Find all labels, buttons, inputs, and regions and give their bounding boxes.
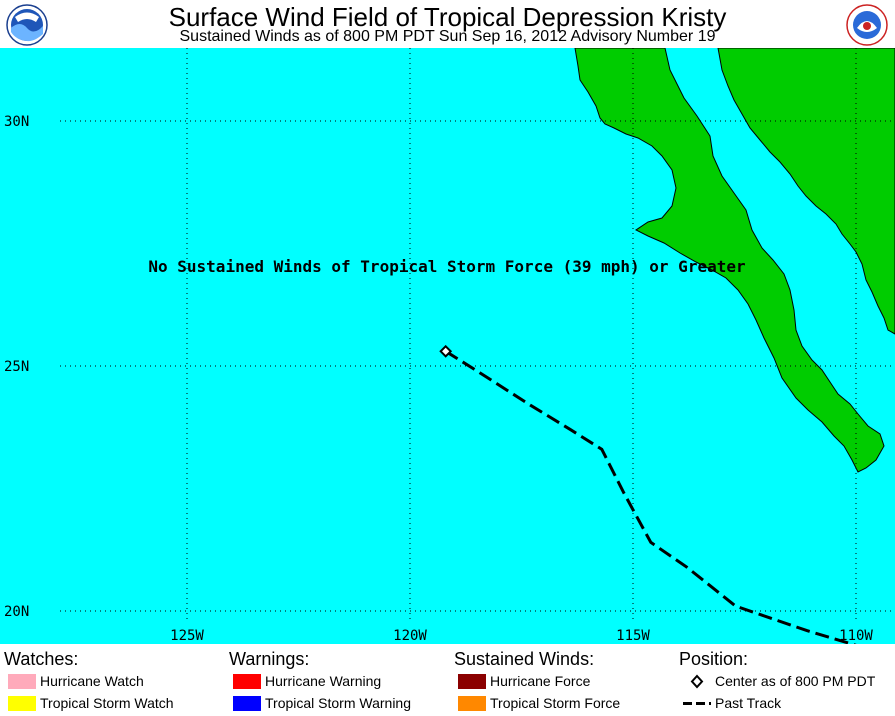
past-track-dash-icon (683, 701, 711, 705)
nws-logo-icon (846, 4, 888, 46)
legend: Watches: Hurricane Watch Tropical Storm … (0, 644, 895, 716)
lon-label: 125W (170, 628, 204, 644)
ocean (0, 48, 895, 644)
lat-lon-labels: 30N 25N 20N 125W 120W 115W 110W (4, 114, 873, 644)
tropical-storm-warning-swatch (233, 695, 261, 711)
noaa-logo-icon (6, 4, 48, 46)
baja-california-peninsula (574, 48, 885, 473)
legend-item-tropical-storm-watch: Tropical Storm Watch (8, 692, 174, 714)
center-label: Center as of 800 PM PDT (715, 673, 876, 689)
legend-position-heading: Position: (679, 649, 749, 669)
past-track-label: Past Track (715, 695, 782, 711)
hurricane-watch-label: Hurricane Watch (40, 673, 144, 689)
legend-winds-heading: Sustained Winds: (454, 649, 595, 669)
storm-center-marker-icon (439, 344, 453, 358)
tropical-storm-force-swatch (458, 695, 486, 711)
legend-position: Position: Center as of 800 PM PDT Past T… (679, 648, 875, 714)
wind-field-map: 30N 25N 20N 125W 120W 115W 110W No Sustained W… (0, 48, 895, 644)
tropical-storm-watch-swatch (8, 695, 36, 711)
lon-label: 120W (393, 628, 427, 644)
legend-watches-heading: Watches: (4, 649, 79, 669)
legend-sustained-winds: Sustained Winds: Hurricane Force Tropica… (454, 648, 620, 714)
legend-item-hurricane-warning: Hurricane Warning (233, 670, 411, 692)
hurricane-warning-label: Hurricane Warning (265, 673, 382, 689)
tropical-storm-warning-label: Tropical Storm Warning (265, 695, 412, 711)
legend-item-past-track: Past Track (683, 692, 875, 714)
lat-lon-gridlines (60, 48, 895, 620)
lat-label: 30N (4, 114, 29, 130)
map-subtitle: Sustained Winds as of 800 PM PDT Sun Sep… (179, 28, 716, 45)
lon-label: 115W (616, 628, 650, 644)
hurricane-watch-swatch (8, 673, 36, 689)
tropical-storm-force-label: Tropical Storm Force (490, 695, 621, 711)
legend-item-hurricane-watch: Hurricane Watch (8, 670, 174, 692)
header: Surface Wind Field of Tropical Depressio… (0, 0, 895, 48)
hurricane-force-label: Hurricane Force (490, 673, 591, 689)
hurricane-force-swatch (458, 673, 486, 689)
past-track-line (444, 350, 857, 644)
past-track-layer (439, 344, 857, 644)
tropical-storm-watch-label: Tropical Storm Watch (40, 695, 174, 711)
legend-warnings-heading: Warnings: (229, 649, 310, 669)
land-masses (574, 48, 895, 473)
no-winds-message: No Sustained Winds of Tropical Storm For… (148, 257, 745, 276)
map-title: Surface Wind Field of Tropical Depressio… (168, 2, 727, 32)
lat-label: 20N (4, 604, 29, 620)
center-diamond-icon (690, 674, 704, 689)
hurricane-warning-swatch (233, 673, 261, 689)
lon-label: 110W (839, 628, 873, 644)
mainland-mexico (717, 48, 895, 335)
legend-item-hurricane-force: Hurricane Force (458, 670, 620, 692)
lat-label: 25N (4, 359, 29, 375)
legend-warnings: Warnings: Hurricane Warning Tropical Sto… (229, 648, 411, 714)
legend-item-tropical-storm-warning: Tropical Storm Warning (233, 692, 411, 714)
legend-item-tropical-storm-force: Tropical Storm Force (458, 692, 620, 714)
legend-watches: Watches: Hurricane Watch Tropical Storm … (4, 648, 174, 714)
legend-item-center: Center as of 800 PM PDT (683, 670, 875, 692)
